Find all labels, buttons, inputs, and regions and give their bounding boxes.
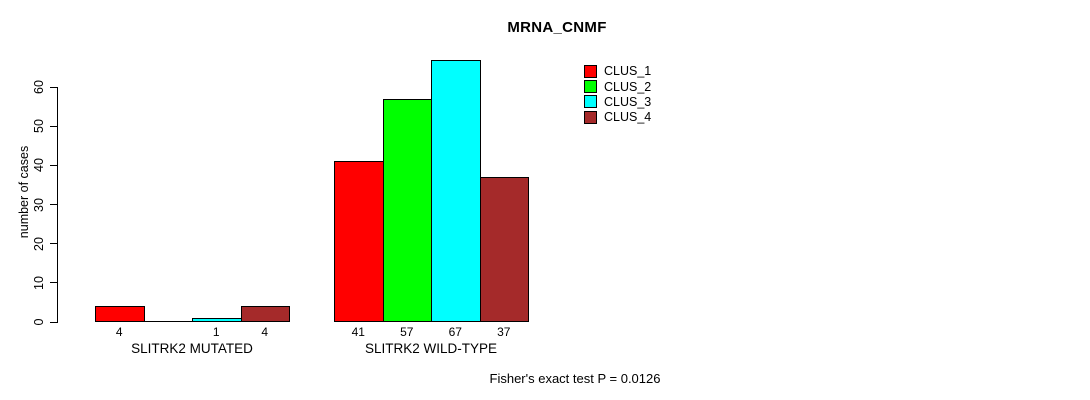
legend-swatch-icon bbox=[584, 95, 597, 109]
y-tick bbox=[50, 125, 57, 127]
bar-value-label: 37 bbox=[497, 325, 511, 339]
legend-label: CLUS_1 bbox=[604, 64, 652, 79]
fisher-test-annotation: Fisher's exact test P = 0.0126 bbox=[489, 371, 661, 386]
y-tick-label: 10 bbox=[32, 275, 46, 290]
bar-value-label: 4 bbox=[115, 325, 123, 339]
y-tick bbox=[50, 164, 57, 166]
bar-clus_1-group1 bbox=[95, 306, 145, 322]
y-tick-label: 0 bbox=[32, 318, 46, 326]
y-tick-label: 50 bbox=[32, 119, 46, 134]
bar-value-label: 67 bbox=[448, 325, 462, 339]
bar-clus_2-group2 bbox=[382, 98, 432, 322]
x-category-label: SLITRK2 MUTATED bbox=[131, 341, 253, 356]
y-tick bbox=[50, 204, 57, 205]
y-tick-label: 30 bbox=[32, 197, 46, 212]
y-axis-label: number of cases bbox=[17, 145, 31, 239]
chart-title: MRNA_CNMF bbox=[507, 19, 607, 36]
legend-item-clus_2: CLUS_2 bbox=[584, 79, 651, 94]
legend-label: CLUS_3 bbox=[604, 94, 652, 109]
y-tick bbox=[50, 243, 57, 245]
bar-clus_4-group1 bbox=[240, 306, 290, 322]
legend-item-clus_1: CLUS_1 bbox=[584, 64, 651, 79]
legend-swatch-icon bbox=[584, 110, 597, 124]
legend-swatch-icon bbox=[584, 65, 597, 79]
y-axis-line bbox=[57, 87, 58, 323]
bar-value-label: 57 bbox=[400, 325, 414, 339]
legend-item-clus_4: CLUS_4 bbox=[584, 110, 651, 125]
legend: CLUS_1 CLUS_2 CLUS_3 CLUS_4 bbox=[584, 64, 651, 125]
y-tick bbox=[50, 321, 57, 323]
x-category-label: SLITRK2 WILD-TYPE bbox=[364, 341, 498, 356]
legend-swatch-icon bbox=[584, 80, 597, 94]
y-tick bbox=[50, 282, 57, 284]
y-tick-label: 60 bbox=[32, 80, 46, 94]
y-tick-label: 20 bbox=[32, 236, 46, 251]
bar-clus_1-group2 bbox=[334, 161, 384, 322]
bar-clus_4-group2 bbox=[479, 177, 529, 322]
bar-value-label: 41 bbox=[351, 325, 365, 339]
y-tick bbox=[50, 86, 57, 88]
bar-value-label: 4 bbox=[261, 325, 269, 339]
legend-label: CLUS_2 bbox=[604, 79, 652, 94]
bar-value-label: 1 bbox=[212, 325, 220, 339]
bar-clus_3-group2 bbox=[431, 59, 481, 322]
legend-label: CLUS_4 bbox=[604, 109, 652, 124]
y-tick-label: 40 bbox=[32, 158, 46, 173]
bar-clus_3-group1 bbox=[192, 318, 242, 322]
legend-item-clus_3: CLUS_3 bbox=[584, 94, 651, 109]
